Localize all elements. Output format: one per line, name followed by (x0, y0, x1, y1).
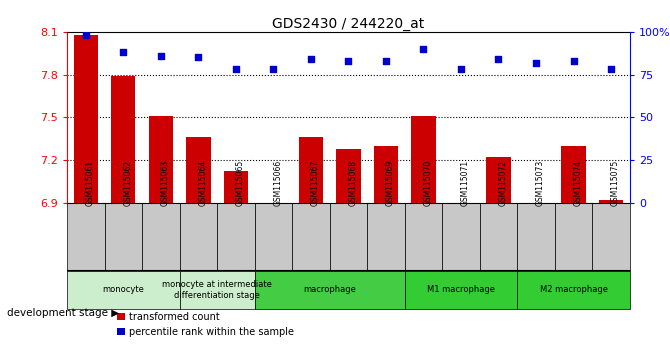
Bar (149, 116, 173, 203)
Text: macrophage: macrophage (304, 285, 356, 295)
Text: GSM115071: GSM115071 (461, 160, 470, 206)
Text: GSM115061: GSM115061 (86, 160, 94, 206)
Text: M1 macrophage: M1 macrophage (427, 285, 495, 295)
FancyBboxPatch shape (517, 203, 555, 271)
Point (456, 67, 466, 72)
Text: GSM115075: GSM115075 (611, 160, 620, 206)
Text: monocyte: monocyte (103, 285, 144, 295)
Text: GSM115073: GSM115073 (536, 160, 545, 206)
FancyBboxPatch shape (405, 203, 442, 271)
Point (343, 58, 354, 64)
Title: GDS2430 / 244220_at: GDS2430 / 244220_at (272, 17, 425, 31)
Bar (336, 149, 360, 203)
Text: GSM115063: GSM115063 (161, 160, 170, 206)
Point (531, 60, 541, 65)
FancyBboxPatch shape (180, 271, 255, 309)
Text: GSM115074: GSM115074 (574, 160, 582, 206)
Text: GSM115062: GSM115062 (123, 160, 132, 206)
Point (418, 46, 429, 52)
Text: development stage ▶: development stage ▶ (7, 308, 119, 318)
FancyBboxPatch shape (142, 203, 180, 271)
Text: GSM115072: GSM115072 (498, 160, 507, 206)
Point (155, 53, 166, 59)
Point (80, 33, 91, 38)
FancyBboxPatch shape (330, 203, 367, 271)
Text: monocyte at intermediate
differentiation stage: monocyte at intermediate differentiation… (162, 280, 272, 300)
Point (381, 58, 391, 64)
Point (306, 56, 316, 62)
FancyBboxPatch shape (67, 203, 105, 271)
FancyBboxPatch shape (405, 271, 517, 309)
Text: M2 macrophage: M2 macrophage (539, 285, 608, 295)
Text: GSM115069: GSM115069 (386, 160, 395, 206)
FancyBboxPatch shape (255, 271, 405, 309)
FancyBboxPatch shape (180, 203, 217, 271)
Legend: transformed count, percentile rank within the sample: transformed count, percentile rank withi… (117, 312, 293, 337)
Text: GSM115067: GSM115067 (311, 160, 320, 206)
Bar (299, 137, 323, 203)
Point (230, 67, 241, 72)
Bar (561, 146, 586, 203)
Text: GSM115070: GSM115070 (423, 160, 432, 206)
Text: GSM115068: GSM115068 (348, 160, 357, 206)
FancyBboxPatch shape (292, 203, 330, 271)
Bar (374, 146, 398, 203)
Bar (74, 35, 98, 203)
Text: GSM115066: GSM115066 (273, 160, 282, 206)
FancyBboxPatch shape (255, 203, 292, 271)
Bar (411, 116, 436, 203)
Bar (111, 76, 135, 203)
Point (193, 55, 204, 60)
Bar (186, 137, 210, 203)
Point (568, 58, 579, 64)
FancyBboxPatch shape (480, 203, 517, 271)
FancyBboxPatch shape (105, 203, 142, 271)
FancyBboxPatch shape (67, 271, 180, 309)
Bar (599, 200, 623, 203)
FancyBboxPatch shape (442, 203, 480, 271)
Bar (224, 171, 248, 203)
Point (268, 67, 279, 72)
FancyBboxPatch shape (592, 203, 630, 271)
Text: GSM115065: GSM115065 (236, 160, 245, 206)
Bar (486, 157, 511, 203)
Point (118, 50, 129, 55)
Point (493, 56, 504, 62)
FancyBboxPatch shape (217, 203, 255, 271)
FancyBboxPatch shape (555, 203, 592, 271)
FancyBboxPatch shape (367, 203, 405, 271)
Text: GSM115064: GSM115064 (198, 160, 207, 206)
FancyBboxPatch shape (517, 271, 630, 309)
Point (606, 67, 616, 72)
